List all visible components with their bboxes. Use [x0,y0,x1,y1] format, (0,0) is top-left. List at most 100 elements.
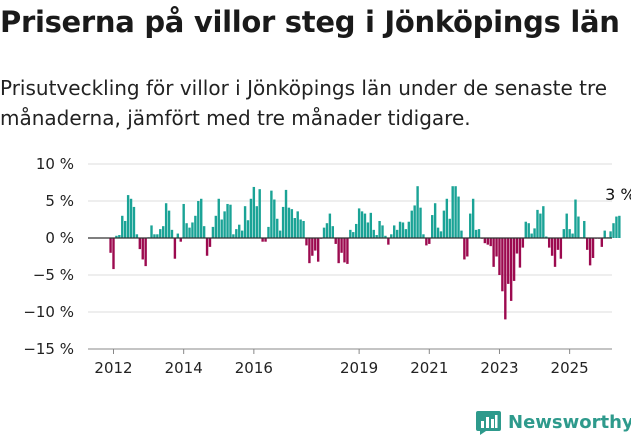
bar [243,206,247,238]
bar [121,215,124,238]
bar [381,225,384,238]
y-tick-label: 5 % [45,192,74,210]
bar [173,238,177,259]
y-tick-label: 10 % [36,155,74,173]
y-tick-label: 0 % [45,229,74,247]
latest-value-label: 3 % [605,185,631,204]
bar [474,229,478,238]
bar [433,203,437,238]
bar [264,238,267,242]
bar [159,229,162,238]
bar [565,213,568,238]
bar [521,238,525,248]
bar [197,201,200,238]
bar [401,222,405,238]
bar [536,209,539,238]
bar [343,238,346,263]
bar [126,195,130,238]
bar [118,235,121,238]
bar [451,186,454,238]
bar [352,232,355,238]
bar [357,208,361,238]
bar [393,225,396,238]
bar [489,238,492,247]
x-axis: 2012 2014 2016 2019 2021 2023 2025 [88,348,612,375]
y-tick-label: −10 % [23,303,74,321]
bar [477,229,481,238]
y-tick-label: −5 % [33,266,74,284]
bar [422,234,425,238]
bar [129,198,133,238]
bar [205,238,209,256]
bar [591,238,595,258]
bar [577,216,580,238]
bar [390,234,393,238]
bar [273,199,276,238]
bar [223,211,226,238]
x-tick-label: 2014 [165,359,203,375]
bar [112,238,115,270]
y-tick-label: −15 % [23,340,74,358]
bar [208,238,212,247]
bar [308,238,311,264]
bar [413,205,416,238]
bar [428,238,431,244]
bar [141,238,144,260]
bar [258,189,261,238]
bar [252,186,256,238]
bar [439,231,443,238]
bar [469,213,472,238]
bar [220,219,223,238]
bar [387,238,390,245]
y-axis-labels: 10 % 5 % 0 % −5 % −10 % −15 % [23,155,74,358]
bar [354,223,358,238]
bar [527,223,530,238]
x-tick-label: 2016 [235,359,273,375]
bar [340,238,343,253]
brand-name: Newsworthy [508,411,631,433]
bar [164,203,168,238]
bar [232,234,235,238]
bar [369,212,373,238]
bar [328,213,332,238]
bar [542,206,545,238]
bar [276,218,279,238]
bar [194,215,197,238]
bar [507,238,510,284]
grid-lines [88,163,612,350]
bar [556,238,560,250]
bar [466,238,469,257]
bar [562,229,565,238]
bar [314,238,317,251]
bar [135,234,139,238]
bar [574,199,577,238]
bar [366,222,370,238]
bar [539,213,542,238]
bar [325,223,329,238]
bar [501,238,504,292]
bar [132,206,136,238]
bar [176,233,180,238]
newsworthy-logo: Newsworthy [475,405,631,439]
bar [211,226,215,238]
bar [530,233,533,238]
bar [410,210,413,238]
bar [322,227,326,238]
bar [281,206,285,238]
bar [375,235,378,238]
bar [460,230,463,238]
bar [255,206,258,238]
bar [609,231,612,238]
bar [109,238,112,253]
bar [518,238,522,268]
bar [498,238,501,275]
bar [191,222,194,238]
bar [188,227,191,238]
bar [185,223,188,238]
bar [235,229,238,238]
chart-title: Priserna på villor steg i Jönköpings län [0,5,620,39]
bar [515,238,519,254]
bar [419,207,422,238]
bar [445,198,449,238]
bar [349,229,352,238]
